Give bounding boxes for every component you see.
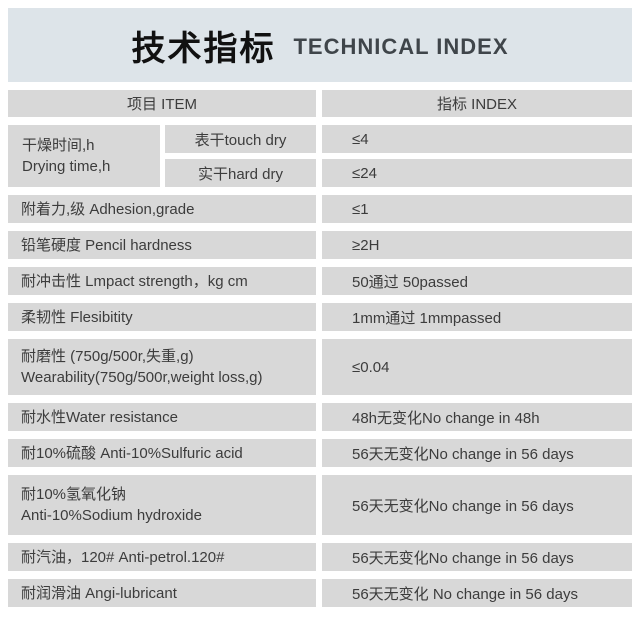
item-label: 耐10%硫酸 Anti-10%Sulfuric acid bbox=[8, 439, 316, 467]
page-title-english: TECHNICAL INDEX bbox=[293, 34, 509, 59]
item-value: 50通过 50passed bbox=[322, 267, 632, 295]
row-water-resistance: 耐水性Water resistance 48h无变化No change in 4… bbox=[8, 403, 632, 431]
item-value: ≥2H bbox=[322, 231, 632, 259]
drying-time-values: ≤4 ≤24 bbox=[322, 125, 632, 187]
value-touch-dry: ≤4 bbox=[322, 125, 632, 153]
drying-time-label: 干燥时间,h Drying time,h bbox=[8, 125, 160, 187]
item-label: 耐润滑油 Angi-lubricant bbox=[8, 579, 316, 607]
item-value: ≤1 bbox=[322, 195, 632, 223]
drying-time-sub-labels: 表干touch dry 实干hard dry bbox=[165, 125, 316, 187]
column-header-index: 指标 INDEX bbox=[322, 90, 632, 117]
sub-label-touch-dry: 表干touch dry bbox=[165, 125, 316, 153]
drying-time-left-group: 干燥时间,h Drying time,h 表干touch dry 实干hard … bbox=[8, 125, 316, 187]
row-adhesion: 附着力,级 Adhesion,grade ≤1 bbox=[8, 195, 632, 223]
title-banner: 技术指标 TECHNICAL INDEX bbox=[8, 8, 632, 82]
row-wearability: 耐磨性 (750g/500r,失重,g) Wearability(750g/50… bbox=[8, 339, 632, 395]
row-sulfuric-acid: 耐10%硫酸 Anti-10%Sulfuric acid 56天无变化No ch… bbox=[8, 439, 632, 467]
item-value: 56天无变化 No change in 56 days bbox=[322, 579, 632, 607]
row-drying-time: 干燥时间,h Drying time,h 表干touch dry 实干hard … bbox=[8, 125, 632, 187]
item-value: 56天无变化No change in 56 days bbox=[322, 543, 632, 571]
item-value: 1mm通过 1mmpassed bbox=[322, 303, 632, 331]
item-label: 耐磨性 (750g/500r,失重,g) Wearability(750g/50… bbox=[8, 339, 316, 395]
technical-index-table: 项目 ITEM 指标 INDEX 干燥时间,h Drying time,h 表干… bbox=[8, 90, 632, 607]
item-label: 柔韧性 Flesibitity bbox=[8, 303, 316, 331]
row-lubricant: 耐润滑油 Angi-lubricant 56天无变化 No change in … bbox=[8, 579, 632, 607]
item-label: 耐10%氢氧化钠 Anti-10%Sodium hydroxide bbox=[8, 475, 316, 535]
item-label: 铅笔硬度 Pencil hardness bbox=[8, 231, 316, 259]
item-value: ≤0.04 bbox=[322, 339, 632, 395]
item-label: 附着力,级 Adhesion,grade bbox=[8, 195, 316, 223]
item-label: 耐水性Water resistance bbox=[8, 403, 316, 431]
row-petrol: 耐汽油，120# Anti-petrol.120# 56天无变化No chang… bbox=[8, 543, 632, 571]
item-value: 48h无变化No change in 48h bbox=[322, 403, 632, 431]
row-flexibility: 柔韧性 Flesibitity 1mm通过 1mmpassed bbox=[8, 303, 632, 331]
item-value: 56天无变化No change in 56 days bbox=[322, 475, 632, 535]
table-header-row: 项目 ITEM 指标 INDEX bbox=[8, 90, 632, 117]
item-label: 耐冲击性 Lmpact strength，kg cm bbox=[8, 267, 316, 295]
item-value: 56天无变化No change in 56 days bbox=[322, 439, 632, 467]
row-pencil-hardness: 铅笔硬度 Pencil hardness ≥2H bbox=[8, 231, 632, 259]
row-sodium-hydroxide: 耐10%氢氧化钠 Anti-10%Sodium hydroxide 56天无变化… bbox=[8, 475, 632, 535]
item-label: 耐汽油，120# Anti-petrol.120# bbox=[8, 543, 316, 571]
page-title-chinese: 技术指标 bbox=[131, 29, 276, 68]
sub-label-hard-dry: 实干hard dry bbox=[165, 159, 316, 187]
row-impact-strength: 耐冲击性 Lmpact strength，kg cm 50通过 50passed bbox=[8, 267, 632, 295]
column-header-item: 项目 ITEM bbox=[8, 90, 316, 117]
value-hard-dry: ≤24 bbox=[322, 159, 632, 187]
